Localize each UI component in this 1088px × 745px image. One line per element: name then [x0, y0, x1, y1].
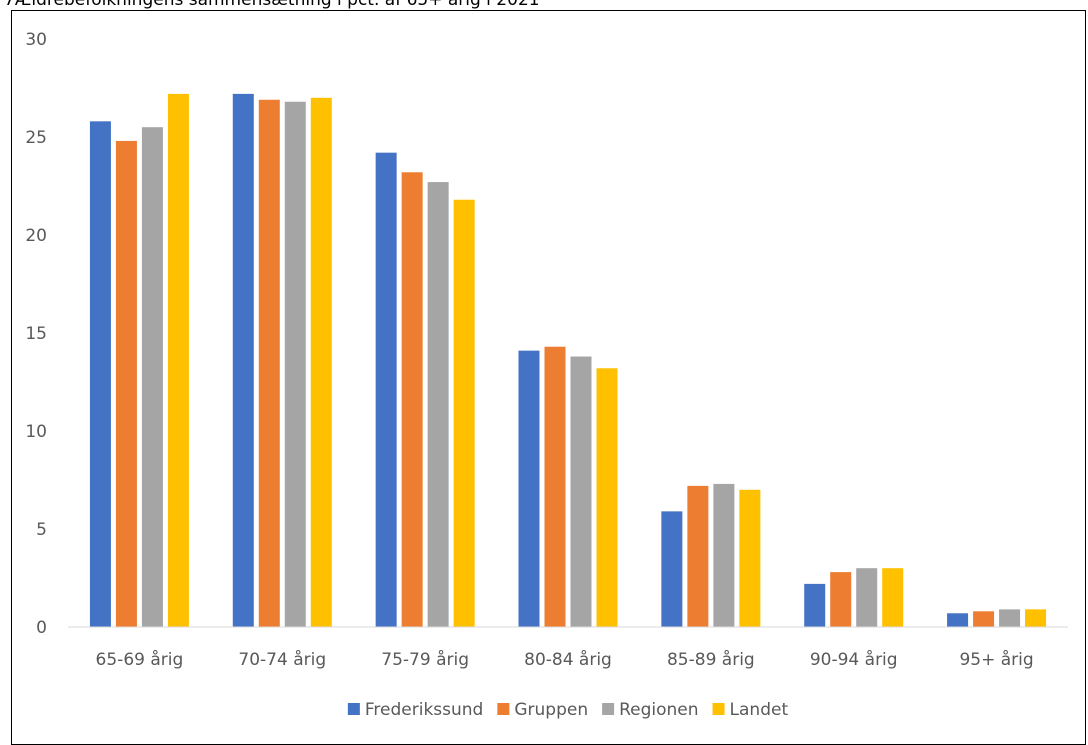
bar [713, 483, 735, 627]
bar [284, 101, 306, 628]
bar [882, 568, 904, 627]
bar [518, 350, 540, 627]
y-tick-label: 20 [25, 226, 47, 246]
x-tick-label: 80-84 årig [524, 649, 612, 670]
x-tick-label: 90-94 årig [810, 649, 898, 670]
legend-swatch [602, 703, 615, 715]
bar [141, 127, 163, 627]
legend-label: Landet [730, 700, 789, 720]
legend: Frederikssund Gruppen Regionen Landet [347, 700, 789, 720]
y-tick-label: 25 [25, 128, 47, 148]
bar [1025, 609, 1047, 627]
bar [427, 182, 449, 627]
legend-item: Frederikssund [347, 700, 483, 720]
bar [830, 572, 852, 627]
legend-item: Regionen [602, 700, 699, 720]
legend-label: Gruppen [514, 700, 588, 720]
bar [115, 140, 137, 628]
chart-title: 7Ældrebefolkningens sammensætning i pct.… [4, 0, 540, 10]
bar [804, 583, 826, 627]
legend-swatch [497, 703, 510, 715]
y-axis-ticks: 0 5 10 15 20 25 30 [25, 30, 47, 638]
legend-item: Gruppen [497, 700, 588, 720]
legend-label: Regionen [619, 700, 698, 720]
bar [89, 121, 111, 627]
legend-swatch [712, 703, 725, 715]
legend-label: Frederikssund [365, 700, 483, 720]
x-tick-label: 95+ årig [959, 649, 1033, 670]
y-tick-label: 15 [25, 324, 47, 344]
bar [258, 99, 280, 627]
bar [973, 611, 995, 627]
y-tick-label: 10 [25, 422, 47, 442]
x-axis-ticks: 65-69 årig 70-74 årig 75-79 årig 80-84 årig… [96, 649, 1034, 670]
bar [453, 199, 475, 627]
x-tick-label: 65-69 årig [96, 649, 184, 670]
bar [999, 609, 1021, 627]
x-tick-label: 75-79 årig [381, 649, 469, 670]
bar [947, 613, 969, 627]
bar [856, 568, 878, 627]
y-tick-label: 30 [25, 30, 47, 50]
y-tick-label: 0 [36, 618, 47, 638]
bars [89, 93, 1047, 628]
x-tick-label: 85-89 årig [667, 649, 755, 670]
legend-swatch [347, 703, 360, 715]
bar [167, 93, 189, 627]
x-tick-label: 70-74 årig [238, 649, 326, 670]
bar [401, 172, 423, 627]
bar [661, 511, 683, 627]
bar [739, 489, 761, 627]
bar [232, 93, 254, 627]
bar [596, 368, 618, 627]
bar [544, 346, 566, 627]
bar [310, 97, 332, 628]
bar [375, 152, 397, 627]
legend-item: Landet [712, 700, 789, 720]
bar [687, 485, 709, 627]
y-tick-label: 5 [36, 520, 47, 540]
bar [570, 356, 592, 627]
